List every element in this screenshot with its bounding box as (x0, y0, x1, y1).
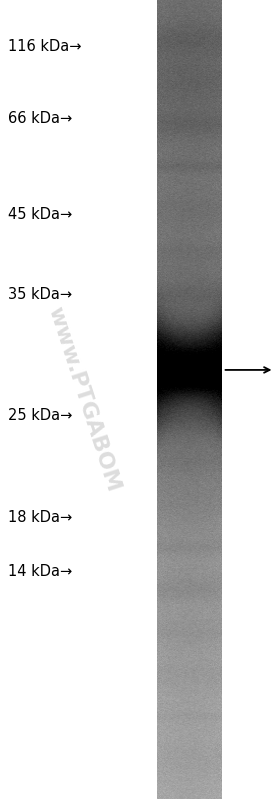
Text: 18 kDa→: 18 kDa→ (8, 511, 73, 525)
Text: 35 kDa→: 35 kDa→ (8, 287, 73, 301)
Text: 14 kDa→: 14 kDa→ (8, 564, 73, 578)
Text: 45 kDa→: 45 kDa→ (8, 207, 73, 221)
Text: 116 kDa→: 116 kDa→ (8, 39, 82, 54)
Text: www.PTGABOM: www.PTGABOM (45, 304, 123, 495)
Text: 66 kDa→: 66 kDa→ (8, 111, 73, 125)
Text: 25 kDa→: 25 kDa→ (8, 408, 73, 423)
